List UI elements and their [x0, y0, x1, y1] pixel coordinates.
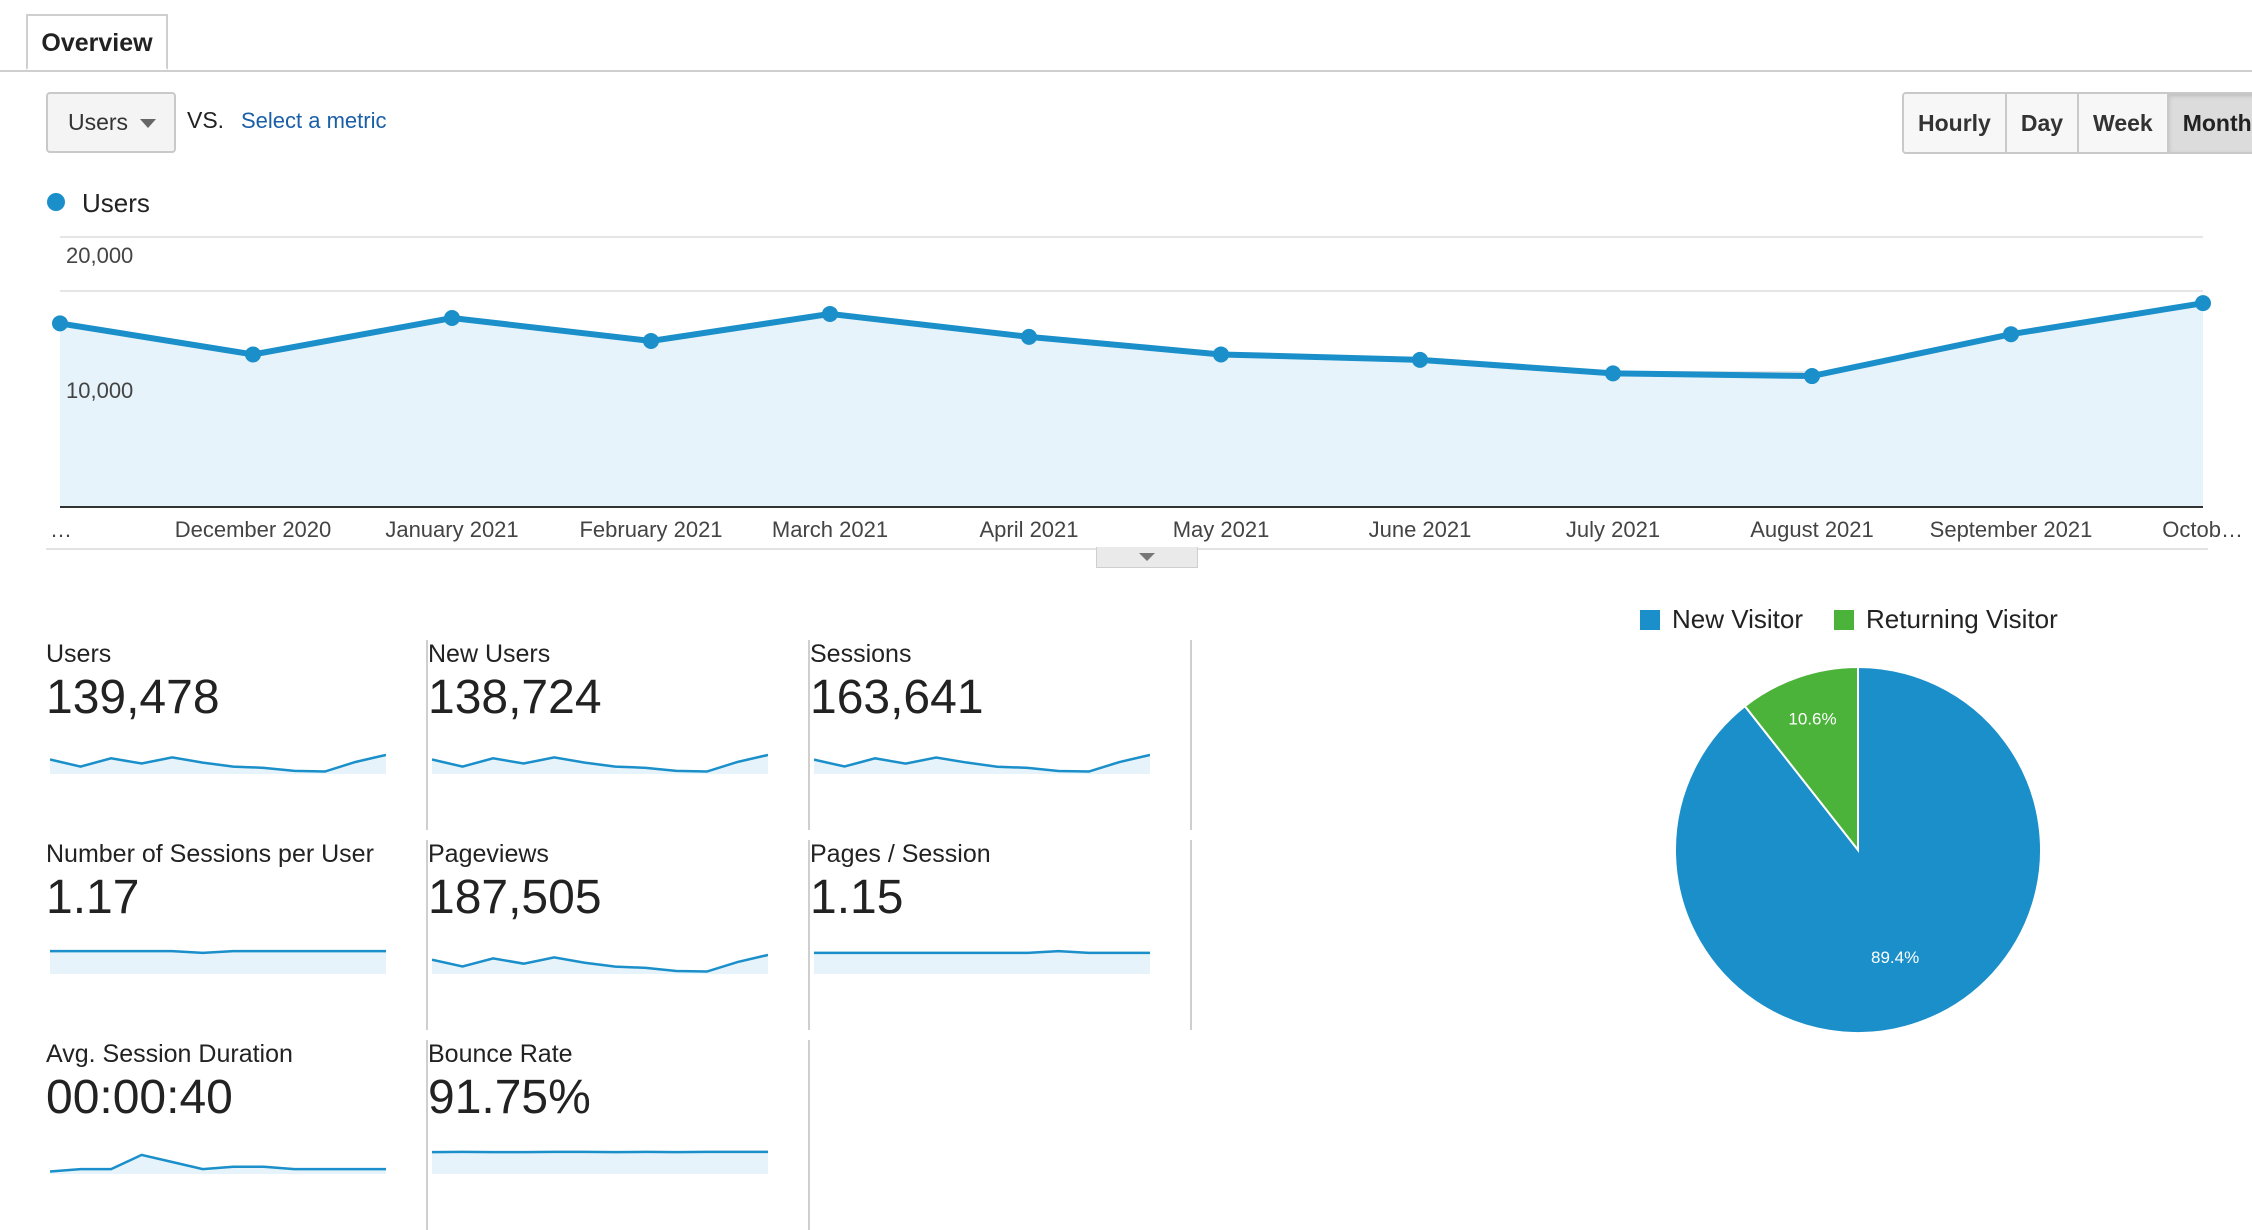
scorecard-label: Sessions	[810, 640, 911, 669]
metric-select-value: Users	[68, 109, 128, 135]
scorecard-value: 139,478	[46, 670, 220, 725]
scorecard-value: 187,505	[428, 870, 602, 925]
y-tick-label: 10,000	[66, 378, 133, 403]
scorecard-label: Avg. Session Duration	[46, 1040, 293, 1069]
sparkline-area	[814, 951, 1150, 974]
data-point[interactable]	[245, 346, 261, 362]
scorecard-value: 138,724	[428, 670, 602, 725]
caret-down-icon	[1139, 553, 1155, 561]
x-tick-label: January 2021	[385, 517, 518, 542]
scorecard-value: 1.17	[46, 870, 139, 925]
scorecard-divider	[1190, 840, 1192, 1030]
legend-label-new-visitor: New Visitor	[1672, 604, 1803, 635]
vs-label: VS.	[187, 107, 224, 134]
scorecard-value: 163,641	[810, 670, 984, 725]
sparkline	[432, 730, 768, 774]
collapse-chart-handle[interactable]	[1096, 547, 1198, 568]
data-point[interactable]	[444, 310, 460, 326]
sparkline-line	[814, 951, 1150, 953]
sparkline	[432, 1130, 768, 1174]
data-point[interactable]	[1605, 365, 1621, 381]
pie-legend-returning: Returning Visitor	[1834, 604, 2058, 635]
data-point[interactable]	[1804, 368, 1820, 384]
legend-swatch-users	[47, 193, 65, 211]
tab-bar: Overview	[0, 0, 2252, 72]
data-point[interactable]	[1021, 329, 1037, 345]
sparkline	[814, 930, 1150, 974]
pie-slice-label: 10.6%	[1788, 710, 1836, 729]
sparkline	[432, 930, 768, 974]
day-button[interactable]: Day	[2007, 94, 2079, 152]
granularity-toggle: Hourly Day Week Month	[1902, 92, 2252, 154]
x-tick-label: April 2021	[979, 517, 1078, 542]
x-tick-label: July 2021	[1566, 517, 1660, 542]
month-button[interactable]: Month	[2169, 94, 2252, 152]
sparkline-line	[50, 1155, 386, 1172]
tab-overview[interactable]: Overview	[26, 14, 168, 70]
x-tick-label: March 2021	[772, 517, 888, 542]
pie-slice-label: 89.4%	[1871, 948, 1919, 967]
scorecard-divider	[1190, 640, 1192, 830]
metric-select[interactable]: Users	[46, 92, 176, 153]
sparkline	[50, 730, 386, 774]
sparkline	[50, 930, 386, 974]
data-point[interactable]	[52, 315, 68, 331]
x-tick-label: June 2021	[1369, 517, 1472, 542]
data-point[interactable]	[643, 333, 659, 349]
y-tick-label: 20,000	[66, 243, 133, 268]
x-tick-label: Octob…	[2162, 517, 2243, 542]
week-button[interactable]: Week	[2079, 94, 2169, 152]
data-point[interactable]	[2195, 295, 2211, 311]
legend-swatch-new-visitor	[1640, 610, 1660, 630]
data-point[interactable]	[1213, 346, 1229, 362]
x-tick-label: …	[50, 517, 72, 542]
x-tick-label: February 2021	[579, 517, 722, 542]
scorecard-label: Number of Sessions per User	[46, 840, 374, 869]
data-point[interactable]	[2003, 326, 2019, 342]
scorecard-divider	[808, 1040, 810, 1230]
scorecard-label: Users	[46, 640, 111, 669]
sparkline-area	[50, 1155, 386, 1174]
legend-swatch-returning-visitor	[1834, 610, 1854, 630]
sparkline	[50, 1130, 386, 1174]
x-tick-label: September 2021	[1930, 517, 2093, 542]
data-point[interactable]	[822, 306, 838, 322]
scorecard-value: 00:00:40	[46, 1070, 233, 1125]
sparkline	[814, 730, 1150, 774]
legend-label-returning-visitor: Returning Visitor	[1866, 604, 2058, 635]
visitor-type-pie-chart: 89.4% 10.6%	[1672, 664, 2044, 1036]
sparkline-area	[432, 1152, 768, 1174]
x-tick-label: May 2021	[1173, 517, 1270, 542]
x-tick-label: December 2020	[175, 517, 332, 542]
scorecard-value: 91.75%	[428, 1070, 591, 1125]
hourly-button[interactable]: Hourly	[1904, 94, 2007, 152]
x-tick-label: August 2021	[1750, 517, 1874, 542]
scorecard-label: Pages / Session	[810, 840, 991, 869]
chevron-down-icon	[140, 119, 156, 128]
select-metric-link[interactable]: Select a metric	[241, 108, 387, 134]
scorecard-label: Bounce Rate	[428, 1040, 573, 1069]
users-line-chart: … December 2020 January 2021 February 2021 M…	[0, 225, 2252, 555]
scorecard-value: 1.15	[810, 870, 903, 925]
scorecard-label: New Users	[428, 640, 550, 669]
scorecard-label: Pageviews	[428, 840, 549, 869]
legend-label-users: Users	[82, 188, 150, 219]
pie-legend-new: New Visitor	[1640, 604, 1803, 635]
sparkline-area	[50, 951, 386, 974]
data-point[interactable]	[1412, 352, 1428, 368]
